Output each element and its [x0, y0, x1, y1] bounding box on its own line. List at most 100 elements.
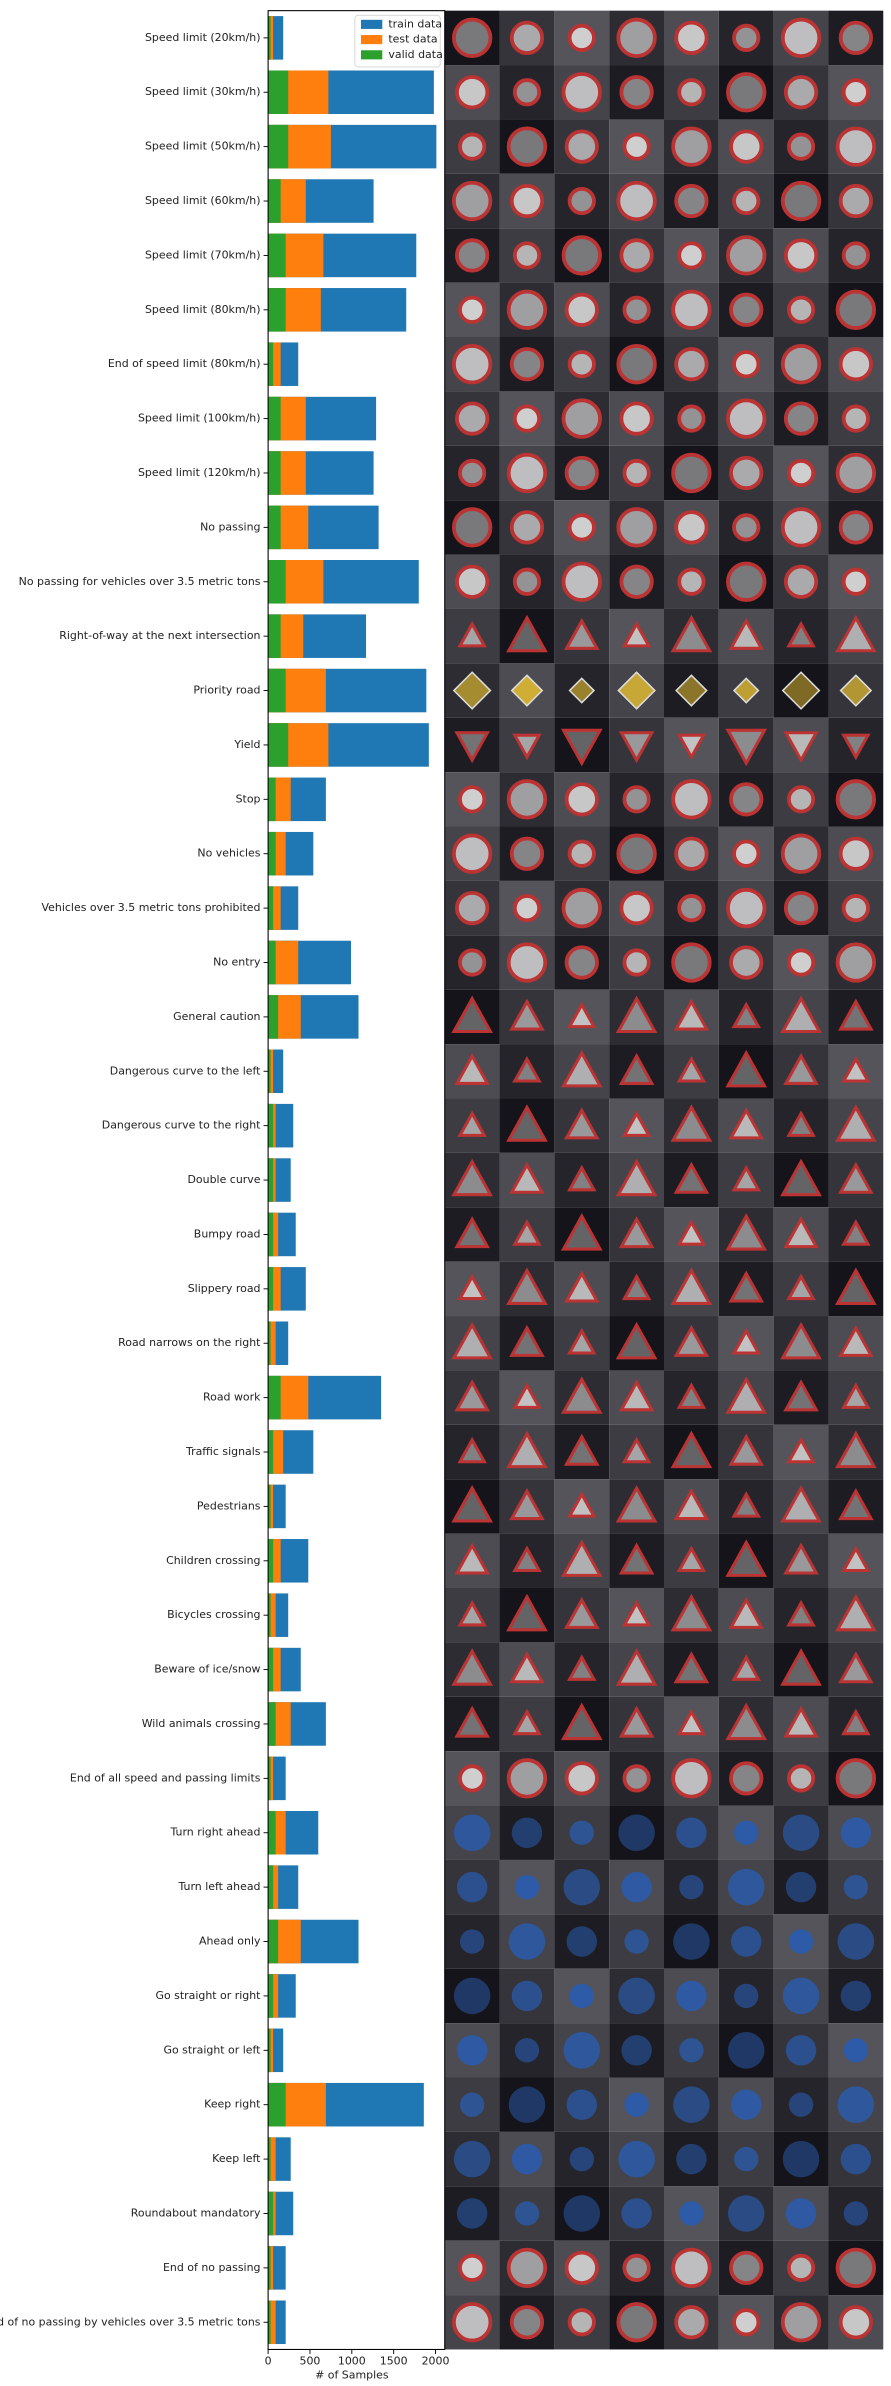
sign-shape: [676, 1545, 707, 1573]
sign-shape: [506, 1430, 548, 1469]
sign-shape: [514, 2038, 540, 2063]
sign-shape: [780, 180, 822, 222]
sign-shape: [788, 1929, 814, 1954]
bar: [268, 1321, 271, 1365]
sign-shape: [512, 1708, 542, 1736]
sign-shape: [673, 998, 710, 1031]
sign-shape: [451, 995, 494, 1034]
x-tick-label: 2000: [422, 2355, 450, 2368]
sign-shape: [843, 2038, 869, 2063]
sign-shape: [835, 289, 877, 330]
sign-shape: [616, 344, 657, 385]
sign-shape: [622, 785, 651, 814]
sign-shape: [616, 2302, 657, 2343]
sign-shape: [834, 1593, 877, 1632]
sign-shape: [563, 2195, 601, 2232]
sign-shape: [622, 132, 651, 161]
sign-shape: [509, 347, 545, 382]
sign-shape: [569, 1820, 594, 1845]
bar: [268, 342, 274, 386]
sign-shape: [454, 1052, 490, 1085]
sign-shape: [731, 1164, 761, 1192]
bar: [268, 179, 281, 223]
sign-shape: [506, 289, 548, 330]
sign-shape: [673, 1324, 710, 1357]
sign-shape: [512, 1545, 542, 1573]
sign-shape: [451, 17, 493, 59]
bar: [268, 16, 271, 60]
sign-shape: [783, 75, 819, 110]
y-tick-label: General caution: [173, 1010, 260, 1023]
sign-shape: [726, 235, 767, 276]
legend-swatch: [360, 50, 383, 60]
sign-shape: [677, 241, 706, 270]
sign-shape: [725, 1702, 768, 1741]
sign-shape: [729, 782, 764, 817]
sign-shape: [834, 1104, 877, 1142]
sign-shape: [835, 126, 877, 167]
sign-shape: [564, 945, 599, 980]
sign-shape: [729, 2250, 764, 2286]
sign-shape: [780, 507, 822, 548]
sign-shape: [677, 404, 706, 433]
x-tick-label: 1500: [380, 2355, 408, 2368]
sign-shape: [619, 564, 654, 599]
sign-shape: [509, 1324, 545, 1357]
sign-shape: [673, 1923, 710, 1960]
sign-shape: [567, 1327, 597, 1355]
sign-shape: [679, 1874, 704, 1900]
sign-shape: [451, 1158, 494, 1197]
sign-shape: [509, 20, 545, 55]
sign-shape: [564, 1761, 599, 1796]
sign-shape: [728, 617, 765, 650]
bar: [268, 1810, 276, 1855]
sign-shape: [725, 1213, 768, 1251]
y-tick-label: Roundabout mandatory: [131, 2206, 261, 2219]
sign-shape: [840, 1980, 872, 2012]
sign-shape: [624, 1929, 649, 1954]
sign-shape: [506, 942, 548, 983]
bar: [268, 2137, 271, 2181]
sign-shape: [783, 564, 819, 599]
sign-shape: [512, 1055, 542, 1083]
sign-shape: [835, 452, 877, 494]
sign-shape: [674, 836, 709, 871]
sign-shape: [841, 241, 870, 270]
sign-shape: [786, 1110, 816, 1137]
sign-shape: [622, 295, 651, 324]
sign-shape: [671, 289, 712, 330]
sign-shape: [512, 78, 542, 107]
y-tick-label: Speed limit (30km/h): [145, 85, 261, 98]
sign-shape: [622, 948, 651, 977]
sign-shape: [841, 733, 871, 761]
sign-shape: [843, 2201, 869, 2226]
sign-shape: [451, 833, 493, 874]
sign-shape: [730, 1926, 762, 1957]
sign-shape: [840, 1817, 872, 1848]
sign-shape: [618, 731, 655, 764]
sign-shape: [838, 347, 873, 382]
sign-shape: [451, 180, 493, 222]
x-tick-label: 500: [300, 2355, 321, 2368]
y-tick-label: Speed limit (60km/h): [145, 194, 261, 207]
sign-shape: [506, 2247, 548, 2289]
sign-shape: [838, 998, 874, 1031]
sign-shape: [509, 998, 545, 1031]
sign-shape: [786, 132, 816, 161]
sign-shape: [841, 894, 870, 923]
sign-shape: [731, 1327, 761, 1355]
sign-shape: [783, 1542, 819, 1575]
x-tick-label: 0: [265, 2355, 272, 2368]
sign-shape: [677, 567, 706, 596]
sign-shape: [511, 1980, 543, 2012]
sign-shape: [615, 995, 658, 1034]
sign-shape: [732, 350, 761, 379]
sign-shape: [560, 1049, 603, 1088]
sign-shape: [457, 1110, 487, 1137]
legend-label: valid data: [388, 48, 442, 61]
sign-shape: [781, 671, 821, 710]
sign-shape: [453, 2140, 491, 2178]
y-tick-label: Slippery road: [188, 1282, 261, 1295]
bar: [268, 1593, 271, 1637]
sign-shape: [560, 1376, 603, 1414]
